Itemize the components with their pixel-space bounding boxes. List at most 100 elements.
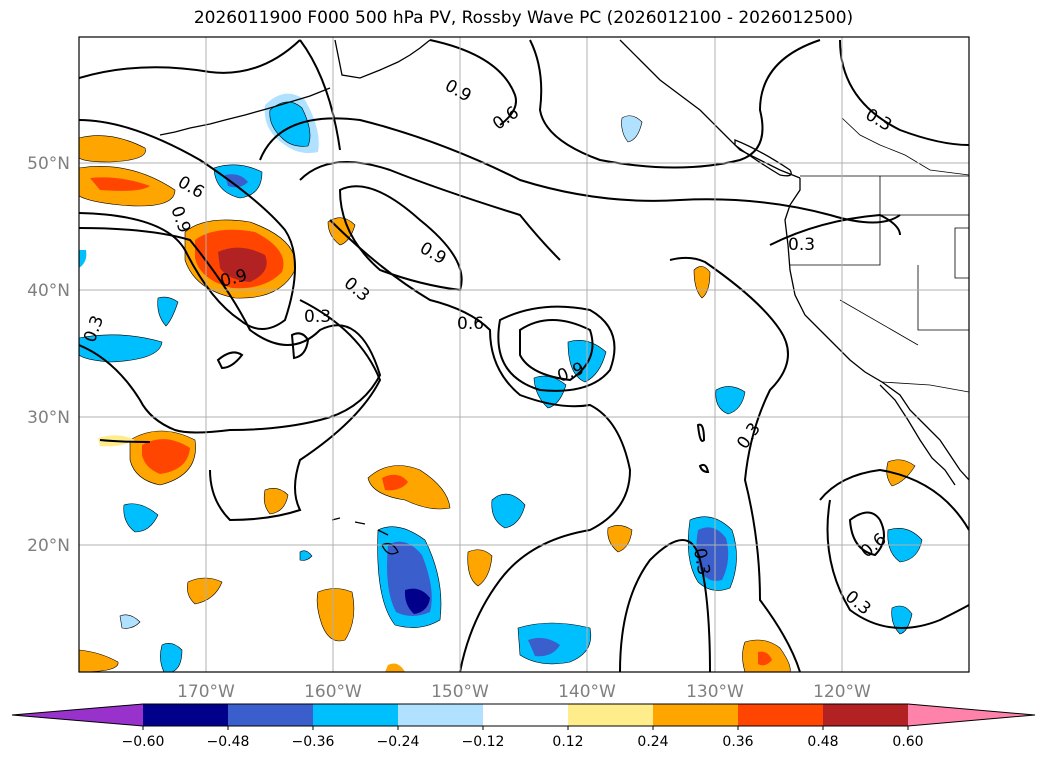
colorbar-tick-label: −0.12 xyxy=(462,734,505,750)
colorbar-extend-low xyxy=(12,704,143,726)
colorbar-extend-high xyxy=(908,704,1035,726)
colorbar-segment xyxy=(568,704,653,726)
colorbar-tick-label: −0.36 xyxy=(292,734,335,750)
anomaly-blob xyxy=(79,250,87,268)
anomaly-blob xyxy=(886,459,916,487)
latitude-ticks: 50°N 40°N 30°N 20°N xyxy=(27,154,70,556)
anomaly-blob xyxy=(621,115,643,143)
anomaly-blob xyxy=(316,588,355,642)
anomaly-blob xyxy=(269,101,311,147)
anomaly-blob xyxy=(467,549,493,587)
anomaly-blob xyxy=(382,474,408,491)
contour-label: 0.3 xyxy=(788,235,815,255)
anomaly-blob xyxy=(263,488,289,515)
contour-line xyxy=(696,423,706,442)
contour-line xyxy=(429,39,517,126)
contour-line xyxy=(529,39,821,169)
anomaly-blob xyxy=(225,174,248,188)
contour-line xyxy=(290,332,310,360)
anomaly-blob xyxy=(758,651,772,666)
state-border xyxy=(790,176,881,266)
lon-tick-label: 120°W xyxy=(813,682,871,702)
anomaly-blob xyxy=(157,296,179,327)
contour-label: 0.6 xyxy=(457,314,484,334)
lon-tick-label: 130°W xyxy=(686,682,744,702)
contour-line xyxy=(519,319,594,382)
mexico-border xyxy=(881,381,969,393)
anomaly-blob xyxy=(187,577,223,605)
colorbar-segment xyxy=(653,704,738,726)
contour-line xyxy=(826,499,969,629)
state-border xyxy=(917,265,969,331)
colorbar-tick-label: −0.24 xyxy=(377,734,420,750)
contour-line xyxy=(698,463,710,474)
colorbar-segment xyxy=(313,704,398,726)
contour-label: 0.3 xyxy=(304,307,331,327)
borders xyxy=(790,117,969,393)
state-border xyxy=(839,299,919,346)
map-content xyxy=(79,37,969,672)
anomaly-blob xyxy=(218,247,267,282)
province-border xyxy=(841,117,969,176)
anomaly-blob xyxy=(119,614,141,629)
contour-line xyxy=(839,39,969,146)
anomaly-blob xyxy=(696,527,729,581)
anomaly-blob xyxy=(491,493,526,529)
state-border xyxy=(954,227,969,279)
longitude-ticks: 170°W 160°W 150°W 140°W 130°W 120°W xyxy=(177,682,871,702)
colorbar-tick-label: 0.24 xyxy=(637,734,668,750)
lon-tick-label: 160°W xyxy=(304,682,362,702)
lat-tick-label: 20°N xyxy=(27,536,70,556)
anomaly-blob xyxy=(715,386,746,415)
contour-line xyxy=(79,227,382,434)
contour-line xyxy=(848,511,885,557)
vancouver-island xyxy=(734,139,792,177)
contour-line xyxy=(819,468,969,531)
lat-tick-label: 50°N xyxy=(27,154,70,174)
positive-anomalies xyxy=(79,135,916,672)
anomaly-blob xyxy=(123,503,159,533)
alaska-coast xyxy=(334,39,431,79)
contour-line xyxy=(79,39,301,79)
colorbar-tick-label: −0.60 xyxy=(122,734,165,750)
colorbar-tick-label: 0.48 xyxy=(807,734,838,750)
baja xyxy=(879,384,956,486)
colorbar: −0.60 −0.48 −0.36 −0.24 −0.12 0.12 0.24 0.36 0.4… xyxy=(11,703,1036,750)
figure-title: 2026011900 F000 500 hPa PV, Rossby Wave … xyxy=(193,8,854,28)
anomaly-blob xyxy=(385,663,405,672)
contour-line xyxy=(619,539,711,672)
colorbar-segment xyxy=(398,704,483,726)
gridlines xyxy=(79,37,969,672)
contour-line xyxy=(259,117,901,224)
colorbar-tick-label: −0.48 xyxy=(207,734,250,750)
anomaly-blob xyxy=(404,588,430,614)
anomaly-blob xyxy=(90,177,150,191)
hawaii xyxy=(331,517,399,555)
colorbar-segment xyxy=(823,704,908,726)
contour-label: 0.3 xyxy=(689,547,713,577)
contour-line xyxy=(497,305,616,392)
colorbar-segment xyxy=(228,704,313,726)
contour-line xyxy=(79,119,296,330)
lon-tick-label: 150°W xyxy=(431,682,489,702)
contour-line xyxy=(299,39,341,151)
colorbar-segment xyxy=(738,704,823,726)
contour-line xyxy=(99,439,151,443)
contour-line xyxy=(216,351,244,370)
lon-tick-label: 170°W xyxy=(177,682,235,702)
colorbar-segment xyxy=(483,704,568,726)
colorbar-tick-label: 0.12 xyxy=(552,734,583,750)
colorbar-segment xyxy=(143,704,228,726)
contour-line xyxy=(209,299,382,522)
colorbar-tick-label: 0.60 xyxy=(892,734,923,750)
negative-anomalies xyxy=(79,93,923,672)
aleutians xyxy=(159,87,331,136)
canada-coast xyxy=(619,39,801,179)
lat-tick-label: 30°N xyxy=(27,408,70,428)
anomaly-blob xyxy=(528,637,560,657)
colorbar-tick-label: 0.36 xyxy=(722,734,753,750)
lon-tick-label: 140°W xyxy=(558,682,616,702)
lat-tick-label: 40°N xyxy=(27,281,70,301)
